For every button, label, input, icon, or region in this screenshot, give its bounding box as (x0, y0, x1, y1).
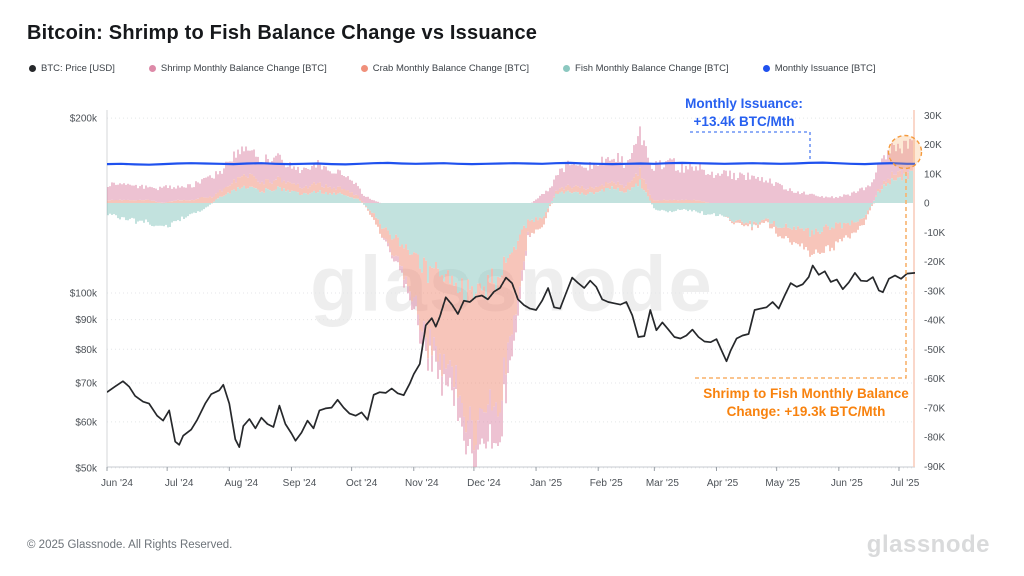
svg-text:$100k: $100k (70, 289, 98, 300)
legend-item-4[interactable]: Monthly Issuance [BTC] (762, 63, 876, 74)
bars-fish[interactable] (107, 170, 913, 302)
svg-text:Aug '24: Aug '24 (225, 478, 259, 489)
svg-text:-90K: -90K (924, 462, 945, 473)
legend-dot-icon (360, 65, 368, 72)
svg-text:-10K: -10K (924, 228, 945, 239)
svg-text:Jun '24: Jun '24 (101, 478, 133, 489)
glassnode-logo: glassnode (866, 531, 990, 558)
svg-text:Apr '25: Apr '25 (707, 478, 739, 489)
gridlines (107, 117, 915, 469)
svg-text:$90k: $90k (75, 315, 98, 326)
axis-frame (106, 110, 915, 471)
legend-item-3[interactable]: Fish Monthly Balance Change [BTC] (563, 63, 729, 74)
bars-shrimp[interactable] (107, 126, 913, 483)
svg-text:$70k: $70k (75, 378, 98, 389)
x-axis-labels: Jun '24 Jul '24 Aug '24 Sep '24 Oct '24 Nov '… (101, 478, 920, 489)
svg-text:Nov '24: Nov '24 (405, 478, 439, 489)
svg-text:10K: 10K (924, 169, 942, 180)
svg-text:30K: 30K (924, 111, 942, 122)
svg-text:0: 0 (924, 199, 930, 210)
svg-text:-60K: -60K (924, 374, 945, 385)
svg-text:+13.4k BTC/Mth: +13.4k BTC/Mth (694, 114, 795, 129)
svg-text:-20K: -20K (924, 257, 945, 268)
svg-text:$60k: $60k (75, 417, 98, 428)
legend-item-0[interactable]: BTC: Price [USD] (29, 63, 115, 74)
svg-text:-30K: -30K (924, 286, 945, 297)
svg-text:Jul '25: Jul '25 (891, 478, 920, 489)
legend-label: Fish Monthly Balance Change [BTC] (575, 63, 729, 74)
svg-text:May '25: May '25 (765, 478, 800, 489)
svg-text:Jun '25: Jun '25 (831, 478, 863, 489)
legend-dot-icon (29, 65, 36, 72)
svg-text:20K: 20K (924, 140, 942, 151)
legend-label: BTC: Price [USD] (41, 63, 115, 74)
price-line[interactable] (107, 264, 915, 448)
legend-label: Monthly Issuance [BTC] (774, 63, 876, 74)
svg-text:Feb '25: Feb '25 (590, 478, 623, 489)
svg-text:$80k: $80k (75, 345, 98, 356)
svg-text:Mar '25: Mar '25 (646, 478, 679, 489)
legend-dot-icon (148, 65, 156, 72)
svg-text:Sep '24: Sep '24 (283, 478, 317, 489)
copyright-text: © 2025 Glassnode. All Rights Reserved. (27, 539, 233, 551)
legend-label: Shrimp Monthly Balance Change [BTC] (160, 63, 327, 74)
legend-item-1[interactable]: Shrimp Monthly Balance Change [BTC] (148, 63, 327, 74)
page-title: Bitcoin: Shrimp to Fish Balance Change v… (27, 22, 538, 44)
legend-item-2[interactable]: Crab Monthly Balance Change [BTC] (360, 63, 530, 74)
svg-text:-50K: -50K (924, 345, 945, 356)
svg-text:$50k: $50k (75, 463, 98, 474)
svg-text:Shrimp to Fish Monthly Balance: Shrimp to Fish Monthly Balance (703, 386, 909, 401)
watermark: glassnode (310, 240, 714, 328)
svg-text:-40K: -40K (924, 316, 945, 327)
highlight-circle (887, 134, 923, 170)
svg-text:$200k: $200k (70, 114, 98, 125)
svg-text:Change: +19.3k BTC/Mth: Change: +19.3k BTC/Mth (727, 404, 886, 419)
svg-text:Oct '24: Oct '24 (346, 478, 378, 489)
legend-dot-icon (563, 65, 571, 72)
svg-text:Monthly Issuance:: Monthly Issuance: (685, 96, 803, 111)
bars-crab[interactable] (107, 162, 913, 451)
balance-annotation: Shrimp to Fish Monthly Balance Change: +1… (695, 134, 923, 419)
right-axis-labels: 30K 20K 10K 0 -10K -20K -30K -40K -50K -60K -70K -8… (924, 111, 945, 473)
issuance-line[interactable] (107, 161, 915, 166)
svg-text:-80K: -80K (924, 433, 945, 444)
chart-legend: BTC: Price [USD] Shrimp Monthly Balance C… (29, 63, 876, 74)
svg-text:Jan '25: Jan '25 (530, 478, 562, 489)
legend-dot-icon (762, 65, 770, 72)
legend-label: Crab Monthly Balance Change [BTC] (372, 63, 530, 74)
issuance-annotation: Monthly Issuance: +13.4k BTC/Mth (685, 96, 811, 160)
svg-text:-70K: -70K (924, 403, 945, 414)
svg-text:Jul '24: Jul '24 (165, 478, 194, 489)
left-axis-labels: $200k $100k $90k $80k $70k $60k $50k (70, 114, 98, 475)
svg-text:Dec '24: Dec '24 (467, 478, 501, 489)
